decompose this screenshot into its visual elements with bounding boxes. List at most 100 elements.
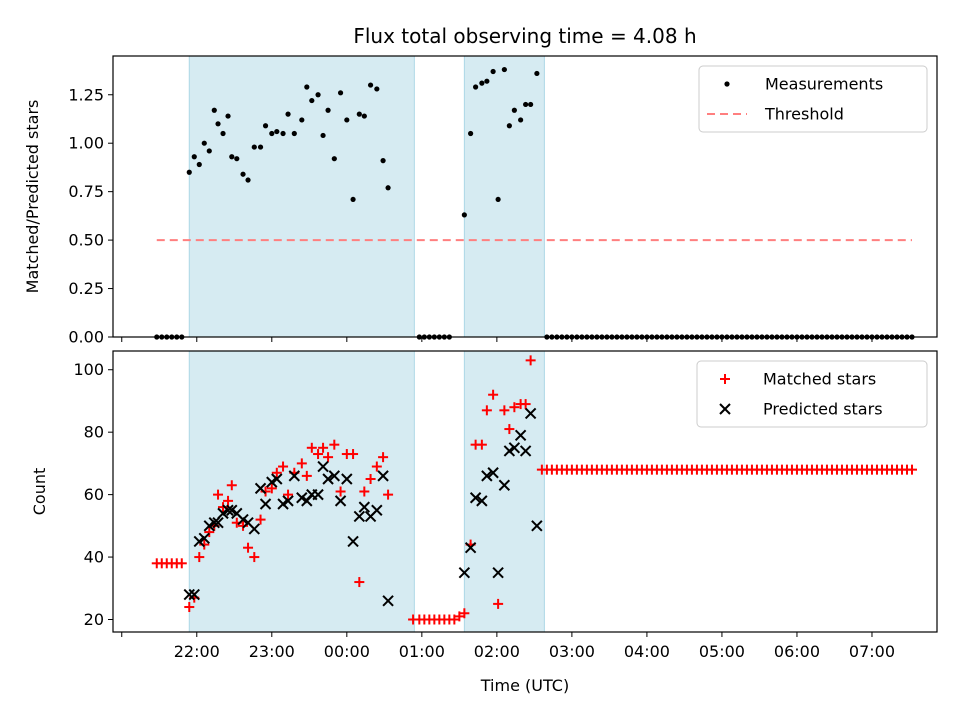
data-point <box>468 130 474 137</box>
x-stroke-b <box>487 467 499 479</box>
data-point <box>229 154 235 160</box>
axes-frame <box>112 350 938 633</box>
data-point <box>266 476 278 488</box>
data-point <box>186 169 192 175</box>
x-stroke-b <box>341 473 353 485</box>
data-point <box>534 70 540 77</box>
x-stroke-b <box>288 470 301 482</box>
data-point <box>354 577 365 588</box>
data-point <box>211 107 217 113</box>
x-tick-label: 02:00 <box>474 642 520 661</box>
data-point <box>481 470 493 482</box>
x-stroke-b <box>476 495 488 507</box>
y-tick-label: 0.00 <box>68 328 104 347</box>
data-point <box>220 130 226 137</box>
x-stroke-b <box>382 595 394 607</box>
data-point <box>213 489 224 500</box>
x-stroke-b <box>469 492 482 504</box>
x-stroke-b <box>282 495 294 507</box>
data-point <box>348 449 359 460</box>
x-stroke-b <box>277 498 289 510</box>
y-tick-label: 1.00 <box>68 134 104 153</box>
data-point <box>203 520 215 532</box>
data-point <box>191 154 197 160</box>
data-point <box>312 488 324 501</box>
data-point <box>378 452 389 463</box>
x-tick-label: 22:00 <box>174 642 220 661</box>
data-point <box>198 532 210 545</box>
data-point <box>374 86 380 92</box>
data-point <box>353 510 366 523</box>
data-point <box>335 486 346 497</box>
data-point <box>476 439 487 450</box>
x-stroke-b <box>328 470 341 482</box>
y-tick-label: 1.25 <box>68 85 104 104</box>
data-point <box>499 405 510 416</box>
x-tick-label: 05:00 <box>699 642 745 661</box>
data-point <box>283 489 294 500</box>
chart-title: Flux total observing time = 4.08 h <box>353 24 696 48</box>
data-point <box>518 117 524 123</box>
x-stroke-b <box>198 532 210 545</box>
data-point <box>358 501 371 513</box>
data-point <box>383 489 394 500</box>
observing-window-1 <box>188 350 415 633</box>
ratio-panel: 0.00 0.25 0.50 0.75 1.00 1.25 Matched/Predicte… <box>23 55 938 347</box>
data-point <box>511 107 517 113</box>
data-point <box>248 523 260 535</box>
y-axis-label: Matched/Predicted stars <box>23 100 42 294</box>
x-stroke-b <box>464 541 477 554</box>
x-tick-label: 04:00 <box>624 642 670 661</box>
x-stroke-b <box>208 517 220 529</box>
data-point <box>243 542 254 553</box>
data-point <box>479 80 485 86</box>
data-point <box>337 90 344 96</box>
data-point <box>278 461 289 472</box>
data-point <box>296 492 308 504</box>
data-point <box>508 442 521 454</box>
data-point <box>484 78 490 84</box>
series-predicted-stars <box>183 407 543 607</box>
data-point <box>194 552 205 563</box>
data-point <box>329 439 340 450</box>
x-stroke-b <box>524 407 537 420</box>
x-stroke-b <box>248 523 260 535</box>
data-point <box>334 495 347 507</box>
data-point <box>285 111 291 117</box>
x-stroke-b <box>296 492 308 504</box>
data-point <box>218 502 229 513</box>
data-point <box>262 123 269 129</box>
x-stroke-b <box>347 535 359 548</box>
data-point <box>488 389 499 400</box>
data-point <box>464 541 477 554</box>
x-stroke-b <box>237 513 249 526</box>
data-point <box>503 445 516 457</box>
data-point <box>304 84 310 90</box>
data-point <box>215 121 221 127</box>
x-stroke-b <box>334 495 347 507</box>
data-point <box>906 464 917 475</box>
data-point <box>493 598 504 609</box>
data-point <box>481 405 492 416</box>
x-stroke-b <box>259 498 272 510</box>
data-point <box>282 495 294 507</box>
legend: Matched stars Predicted stars <box>696 360 928 428</box>
data-point <box>237 513 249 526</box>
legend-marker <box>719 403 731 415</box>
data-point <box>377 470 389 482</box>
data-point <box>347 535 359 548</box>
x-tick-label: 06:00 <box>774 642 820 661</box>
x-stroke-b <box>212 517 224 529</box>
legend-label: Threshold <box>764 105 844 124</box>
data-point <box>217 507 229 520</box>
data-point <box>184 602 195 613</box>
data-point <box>328 470 341 482</box>
data-point <box>226 504 238 516</box>
data-point <box>204 527 215 538</box>
y-tick-label: 60 <box>84 485 104 504</box>
x-stroke-b <box>377 470 389 482</box>
data-point <box>367 82 374 88</box>
x-stroke-b <box>492 566 504 579</box>
data-point <box>251 144 257 150</box>
